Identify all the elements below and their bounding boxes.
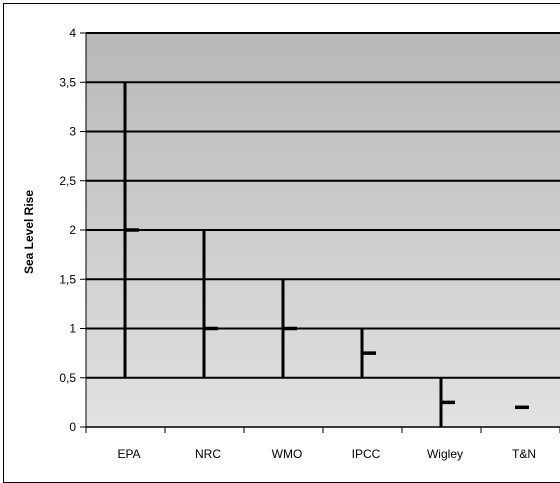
x-tick-label: T&N	[512, 447, 536, 461]
y-axis-label-wrap: Sea Level Rise	[19, 132, 39, 332]
x-tick-label: Wigley	[427, 447, 463, 461]
y-tick-label: 2,5	[59, 174, 76, 188]
y-tick-label: 4	[69, 26, 76, 40]
y-axis-label: Sea Level Rise	[22, 189, 36, 275]
x-tick-label: EPA	[117, 447, 140, 461]
x-tick-label: WMO	[272, 447, 303, 461]
tick-labels: 0 0,5 1 1,5 2 2,5 3 3,5 4 EPA NRC WMO IPCC Wigley T&N	[59, 26, 536, 461]
y-tick-label: 1,5	[59, 272, 76, 286]
range-marks	[123, 82, 529, 427]
axes	[80, 32, 560, 433]
y-tick-label: 3,5	[59, 75, 76, 89]
y-tick-label: 1	[69, 322, 76, 336]
x-tick-label: NRC	[195, 447, 221, 461]
x-tick-label: IPCC	[352, 447, 381, 461]
gridlines	[86, 32, 560, 379]
y-tick-label: 0,5	[59, 371, 76, 385]
y-tick-label: 3	[69, 125, 76, 139]
y-tick-label: 0	[69, 420, 76, 434]
y-tick-label: 2	[69, 223, 76, 237]
